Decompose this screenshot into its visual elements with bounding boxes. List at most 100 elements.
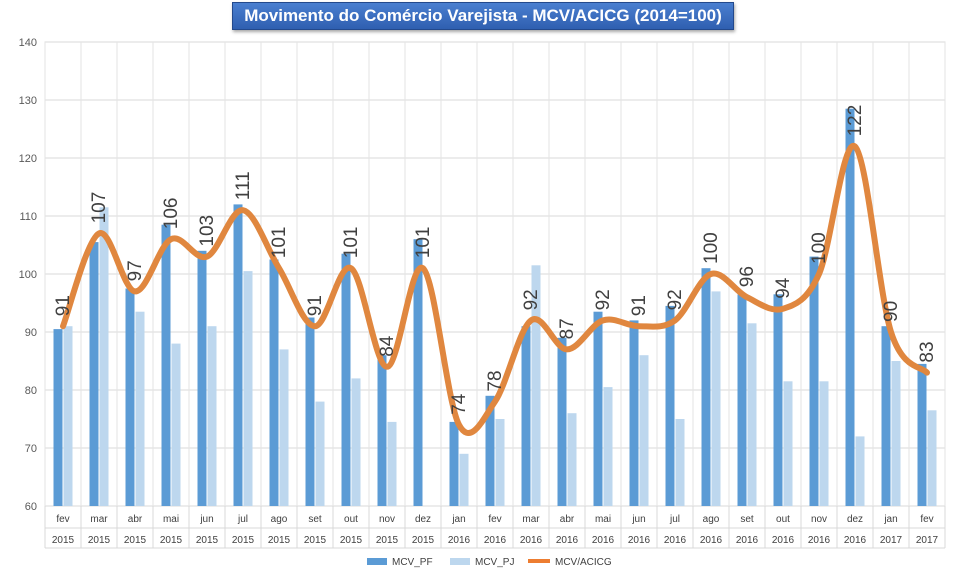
bars <box>53 108 937 507</box>
data-label: 97 <box>125 260 146 281</box>
data-label: 103 <box>197 215 218 247</box>
bar-mcv-pj <box>279 349 289 506</box>
bar-mcv-pj <box>315 401 325 506</box>
bar-mcv-pf <box>197 250 207 506</box>
x-tick-year: 2015 <box>88 535 111 546</box>
bar-mcv-pf <box>449 421 459 506</box>
x-tick-year: 2016 <box>484 535 507 546</box>
x-tick-year: 2016 <box>736 535 759 546</box>
x-tick-year: 2015 <box>340 535 363 546</box>
bar-mcv-pf <box>377 355 387 506</box>
legend-label-mcv-acicg: MCV/ACICG <box>555 557 612 568</box>
x-tick-month: dez <box>415 514 431 525</box>
bar-mcv-pf <box>89 242 99 506</box>
data-label: 101 <box>413 226 434 258</box>
x-tick-month: ago <box>703 514 720 525</box>
bar-mcv-pf <box>845 108 855 506</box>
data-label: 100 <box>701 232 722 264</box>
y-tick-label: 70 <box>25 443 37 455</box>
x-tick-year: 2016 <box>772 535 795 546</box>
legend-swatch-mcv-pj <box>450 558 470 565</box>
bar-mcv-pj <box>567 413 577 506</box>
data-label: 106 <box>161 197 182 229</box>
bar-mcv-pj <box>531 265 541 506</box>
x-tick-month: jan <box>883 514 897 525</box>
data-label: 74 <box>449 393 470 415</box>
x-tick-month: set <box>308 514 322 525</box>
bar-mcv-pj <box>99 207 109 507</box>
x-tick-year: 2017 <box>880 535 903 546</box>
bar-mcv-pf <box>53 329 63 506</box>
y-tick-label: 110 <box>19 211 37 223</box>
bar-mcv-pf <box>917 363 927 506</box>
x-tick-month: abr <box>560 514 575 525</box>
y-tick-label: 90 <box>25 327 37 339</box>
y-tick-label: 130 <box>19 95 37 107</box>
data-label: 122 <box>845 105 866 137</box>
x-tick-year: 2016 <box>808 535 831 546</box>
bar-mcv-pj <box>891 361 901 506</box>
x-tick-year: 2015 <box>52 535 75 546</box>
x-tick-year: 2016 <box>628 535 651 546</box>
x-tick-year: 2015 <box>304 535 327 546</box>
x-tick-month: out <box>344 514 358 525</box>
x-tick-year: 2016 <box>448 535 471 546</box>
bar-mcv-pj <box>747 323 757 506</box>
x-tick-year: 2016 <box>556 535 579 546</box>
x-tick-year: 2016 <box>592 535 615 546</box>
y-tick-label: 120 <box>19 153 37 165</box>
x-tick-year: 2016 <box>520 535 543 546</box>
bar-mcv-pf <box>809 256 819 506</box>
data-label: 101 <box>269 226 290 258</box>
bar-mcv-pj <box>603 387 613 506</box>
bar-mcv-pf <box>557 337 567 506</box>
y-tick-label: 60 <box>25 501 37 513</box>
data-label: 100 <box>809 232 830 264</box>
x-tick-year: 2016 <box>664 535 687 546</box>
bar-mcv-pf <box>269 259 279 506</box>
bar-mcv-pj <box>387 421 397 506</box>
x-tick-month: mar <box>90 514 108 525</box>
x-tick-month: set <box>740 514 754 525</box>
data-label: 83 <box>917 341 938 362</box>
x-tick-month: jun <box>631 514 645 525</box>
x-axis: fev 2015 mar 2015 abr 2015 mai 2015 jun 2015 jul 20… <box>44 506 946 549</box>
x-tick-month: ago <box>271 514 288 525</box>
x-tick-year: 2016 <box>700 535 723 546</box>
bar-mcv-pj <box>351 378 361 506</box>
bar-mcv-pf <box>701 268 711 506</box>
line-series <box>60 143 930 436</box>
legend-label-mcv-pj: MCV_PJ <box>475 557 514 568</box>
data-label: 87 <box>557 318 578 339</box>
data-label: 101 <box>341 226 362 258</box>
bar-mcv-pj <box>495 419 505 506</box>
chart-title: Movimento do Comércio Varejista - MCV/AC… <box>244 6 722 25</box>
x-tick-year: 2015 <box>376 535 399 546</box>
x-tick-month: nov <box>811 514 827 525</box>
bar-mcv-pj <box>63 326 73 506</box>
data-label: 111 <box>233 171 254 200</box>
y-tick-label: 80 <box>25 385 37 397</box>
x-tick-month: dez <box>847 514 863 525</box>
bar-mcv-pj <box>711 291 721 506</box>
bar-mcv-pf <box>341 253 351 506</box>
y-axis: 60 70 80 90 100 110 120 130 140 <box>19 37 37 513</box>
data-label: 78 <box>485 370 506 391</box>
x-tick-month: abr <box>128 514 143 525</box>
bar-mcv-pf <box>737 294 747 506</box>
bar-mcv-pj <box>243 271 253 506</box>
bar-mcv-pf <box>233 204 243 506</box>
bar-mcv-pj <box>207 326 217 506</box>
x-tick-month: jul <box>237 514 248 525</box>
y-tick-label: 140 <box>19 37 37 49</box>
data-labels: 91 107 97 106 103 111 101 91 101 84 101 74 78 92 87 92 9… <box>53 105 938 415</box>
data-label: 91 <box>629 295 650 316</box>
x-tick-month: jun <box>199 514 213 525</box>
x-tick-month: jan <box>451 514 465 525</box>
bar-mcv-pj <box>675 419 685 506</box>
x-tick-month: fev <box>488 514 501 525</box>
x-tick-year: 2015 <box>124 535 147 546</box>
bar-mcv-pj <box>927 410 937 506</box>
bar-mcv-pf <box>593 311 603 506</box>
